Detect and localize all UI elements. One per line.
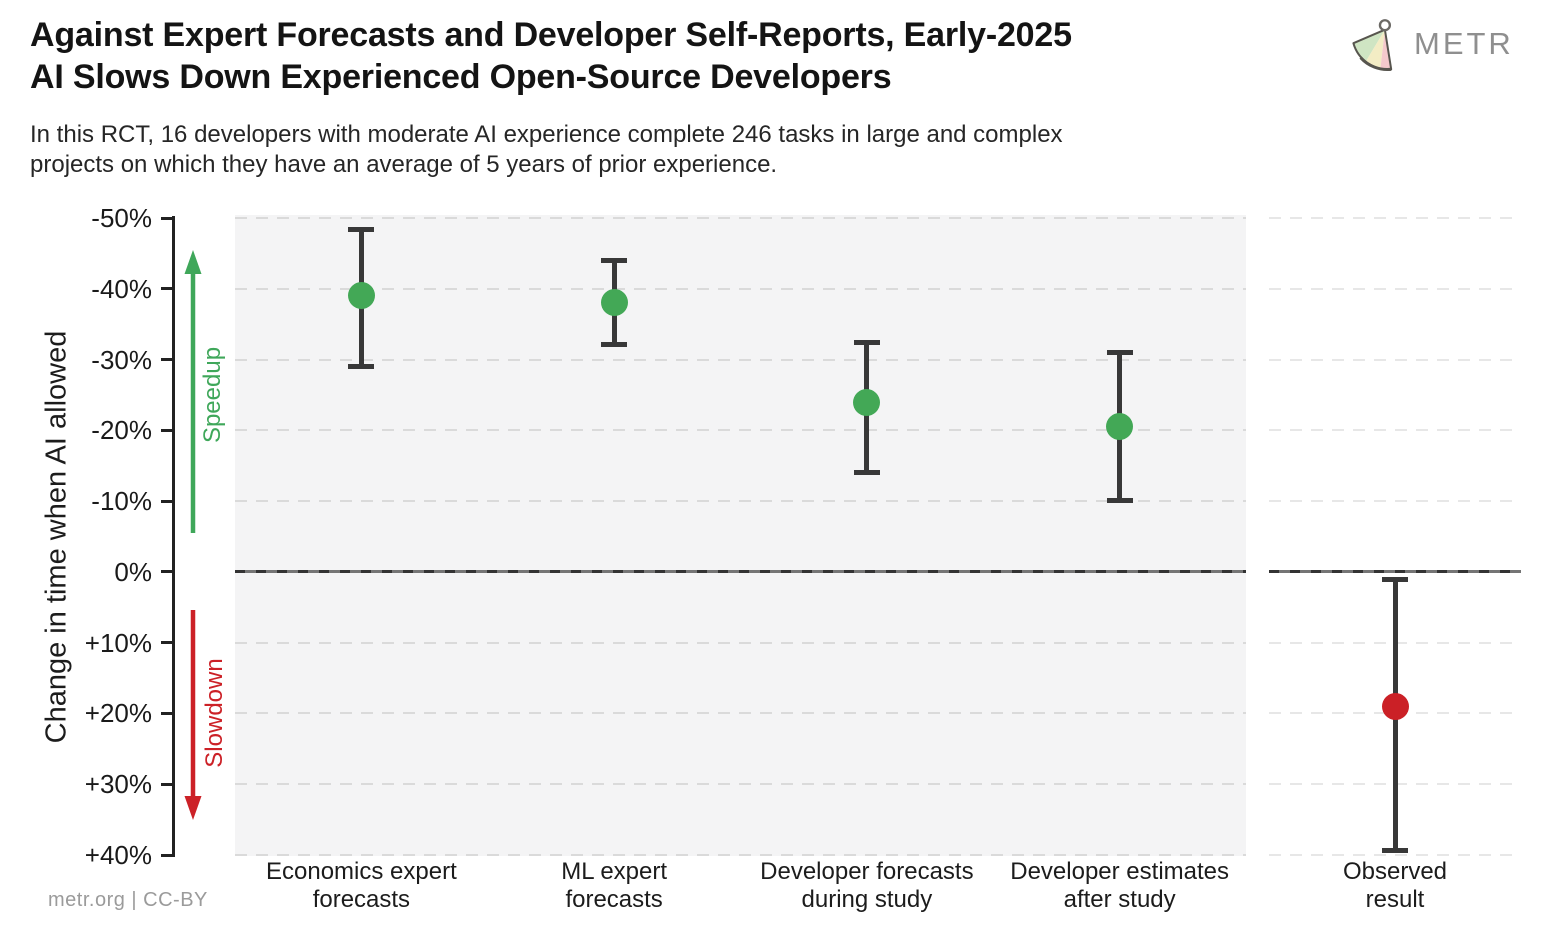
data-point-dot — [600, 289, 628, 317]
metronome-fan-icon — [1352, 19, 1393, 72]
gridline — [235, 783, 1246, 786]
y-tick-label: +20% — [84, 698, 152, 729]
y-tick-mark — [161, 287, 173, 291]
y-tick-mark — [161, 711, 173, 715]
credit-text: metr.org | CC-BY — [48, 889, 208, 911]
x-axis-category-label: ML expert forecasts — [561, 858, 668, 913]
gridline — [1269, 429, 1521, 432]
gridline — [235, 641, 1246, 644]
y-tick-label: +40% — [84, 840, 152, 870]
gridline — [235, 358, 1246, 361]
forecast-panel-background — [235, 215, 1246, 856]
zero-gridline — [1269, 570, 1521, 574]
speedup-arrow-icon — [184, 250, 202, 533]
y-tick-mark — [161, 570, 173, 574]
error-bar-cap-top — [348, 226, 375, 232]
slowdown-label: Slowdown — [201, 658, 228, 768]
error-bar-cap-top — [601, 258, 628, 264]
error-bar-cap-bottom — [601, 342, 628, 348]
data-point-dot — [853, 388, 881, 416]
error-bar-cap-top — [1382, 576, 1408, 582]
gridline — [235, 217, 1246, 219]
y-tick-label: -50% — [91, 203, 152, 233]
error-bar-cap-bottom — [348, 363, 375, 369]
error-bar-cap-bottom — [1106, 498, 1133, 504]
gridline — [235, 429, 1246, 432]
page-title: Against Expert Forecasts and Developer S… — [30, 16, 1072, 96]
error-bar-cap-top — [853, 339, 880, 345]
error-bar-cap-bottom — [853, 469, 880, 475]
y-tick-mark — [161, 641, 173, 645]
data-point-dot — [1381, 692, 1409, 720]
data-point-dot — [347, 282, 375, 310]
metr-logo: METR — [1348, 16, 1538, 72]
y-tick-label: -10% — [91, 486, 152, 517]
y-tick-label: +30% — [84, 769, 152, 800]
gridline — [235, 500, 1246, 503]
speedup-label: Speedup — [199, 346, 226, 444]
error-bar-cap-bottom — [1382, 848, 1408, 854]
y-tick-label: -20% — [91, 415, 152, 446]
y-tick-mark — [161, 853, 173, 857]
x-axis-category-label: Developer forecasts during study — [760, 858, 974, 913]
y-tick-mark — [161, 499, 173, 503]
y-tick-label: -40% — [91, 273, 152, 304]
error-bar-cap-top — [1106, 350, 1133, 356]
y-axis-line — [172, 216, 175, 857]
gridline — [1269, 854, 1521, 856]
gridline — [235, 712, 1246, 715]
x-axis-category-label: Observed result — [1342, 858, 1448, 913]
y-axis-title: Change in time when AI allowed — [40, 330, 73, 744]
y-tick-mark — [161, 358, 173, 362]
zero-gridline — [235, 570, 1246, 574]
y-tick-label: 0% — [114, 556, 152, 587]
slowdown-arrow-icon — [184, 610, 202, 820]
data-point-dot — [1106, 413, 1134, 441]
metr-brand-text: METR — [1414, 26, 1514, 61]
page-subtitle: In this RCT, 16 developers with moderate… — [30, 121, 1063, 178]
y-tick-label: +10% — [84, 627, 152, 658]
gridline — [235, 287, 1246, 290]
gridline — [1269, 287, 1521, 290]
y-tick-mark — [161, 428, 173, 432]
y-tick-mark — [161, 216, 173, 220]
gridline — [1269, 217, 1521, 219]
x-axis-category-label: Economics expert forecasts — [266, 858, 457, 913]
gridline — [1269, 500, 1521, 503]
gridline — [1269, 358, 1521, 361]
y-tick-label: -30% — [91, 344, 152, 375]
gridline — [235, 854, 1246, 856]
x-axis-category-label: Developer estimates after study — [1010, 858, 1229, 913]
y-tick-mark — [161, 782, 173, 786]
